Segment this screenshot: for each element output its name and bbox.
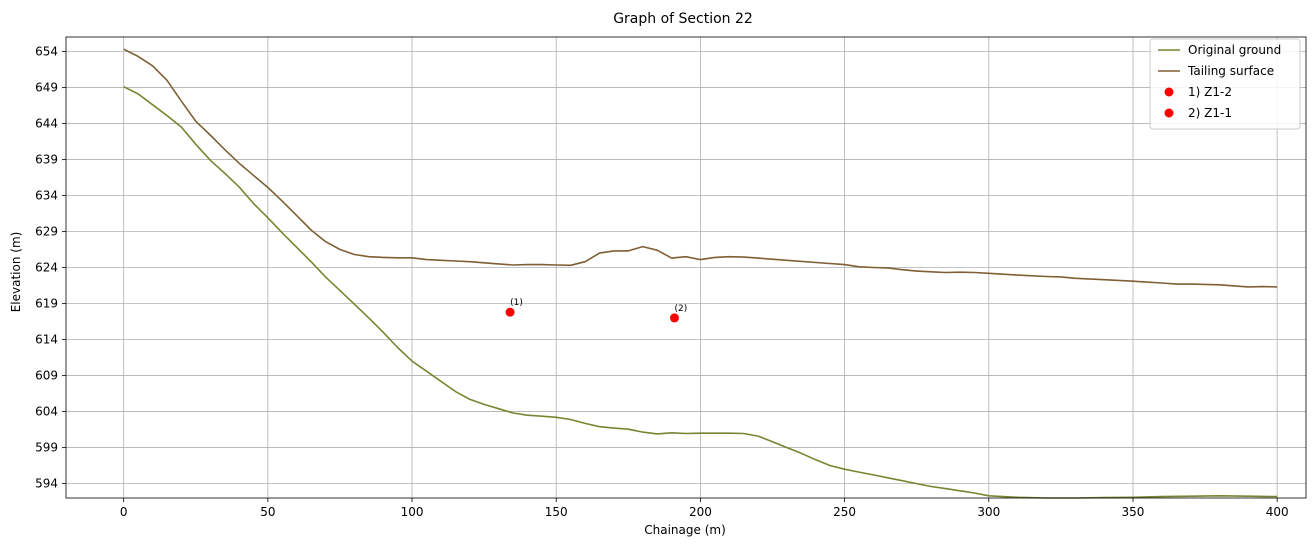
borehole-point — [669, 313, 679, 323]
x-tick-label: 350 — [1122, 505, 1145, 519]
legend-marker-swatch — [1164, 108, 1174, 118]
original-ground-line — [123, 85, 1278, 499]
y-tick-label: 644 — [35, 116, 58, 130]
grid — [66, 37, 1306, 498]
x-tick-label: 50 — [260, 505, 275, 519]
x-tick-label: 0 — [120, 505, 128, 519]
tailing-surface-line — [123, 48, 1278, 288]
legend: Original ground Tailing surface 1) Z1-2 2) … — [1149, 38, 1301, 130]
y-axis-title: Elevation (m) — [9, 232, 23, 313]
legend-box — [1149, 38, 1301, 130]
y-tick-label: 634 — [35, 188, 58, 202]
x-tick-label: 300 — [977, 505, 1000, 519]
y-tick-label: 654 — [35, 44, 58, 58]
y-tick-label: 594 — [35, 477, 58, 491]
x-axis-title: Chainage (m) — [644, 523, 726, 537]
y-tick-label: 599 — [35, 441, 58, 455]
borehole-point — [505, 307, 515, 317]
borehole-point-label: (1) — [510, 298, 523, 308]
y-tick-label: 629 — [35, 224, 58, 238]
points-layer: (1) (2) — [505, 298, 687, 323]
y-tick-label: 609 — [35, 369, 58, 383]
series-layer — [123, 48, 1278, 499]
legend-entry-label: Tailing surface — [1187, 64, 1274, 78]
y-tick-label: 619 — [35, 297, 58, 311]
y-tick-label: 624 — [35, 261, 58, 275]
x-tick-label: 400 — [1266, 505, 1289, 519]
x-tick-label: 200 — [689, 505, 712, 519]
y-tick-label: 639 — [35, 152, 58, 166]
x-tick-label: 250 — [833, 505, 856, 519]
y-axis-ticks: 594 599 604 609 614 619 624 629 634 639 644 649 654 — [35, 44, 66, 491]
chart-title: Graph of Section 22 — [613, 11, 753, 27]
y-tick-label: 604 — [35, 405, 58, 419]
y-tick-label: 649 — [35, 80, 58, 94]
legend-entry-label: 1) Z1-2 — [1188, 85, 1232, 99]
borehole-point-label: (2) — [674, 304, 687, 314]
legend-marker-swatch — [1164, 87, 1174, 97]
legend-entry-label: Original ground — [1188, 43, 1281, 57]
legend-entry-label: 2) Z1-1 — [1188, 106, 1232, 120]
x-tick-label: 100 — [401, 505, 424, 519]
x-tick-label: 150 — [545, 505, 568, 519]
y-tick-label: 614 — [35, 333, 58, 347]
x-axis-ticks: 0 50 100 150 200 250 300 350 400 — [120, 498, 1289, 519]
